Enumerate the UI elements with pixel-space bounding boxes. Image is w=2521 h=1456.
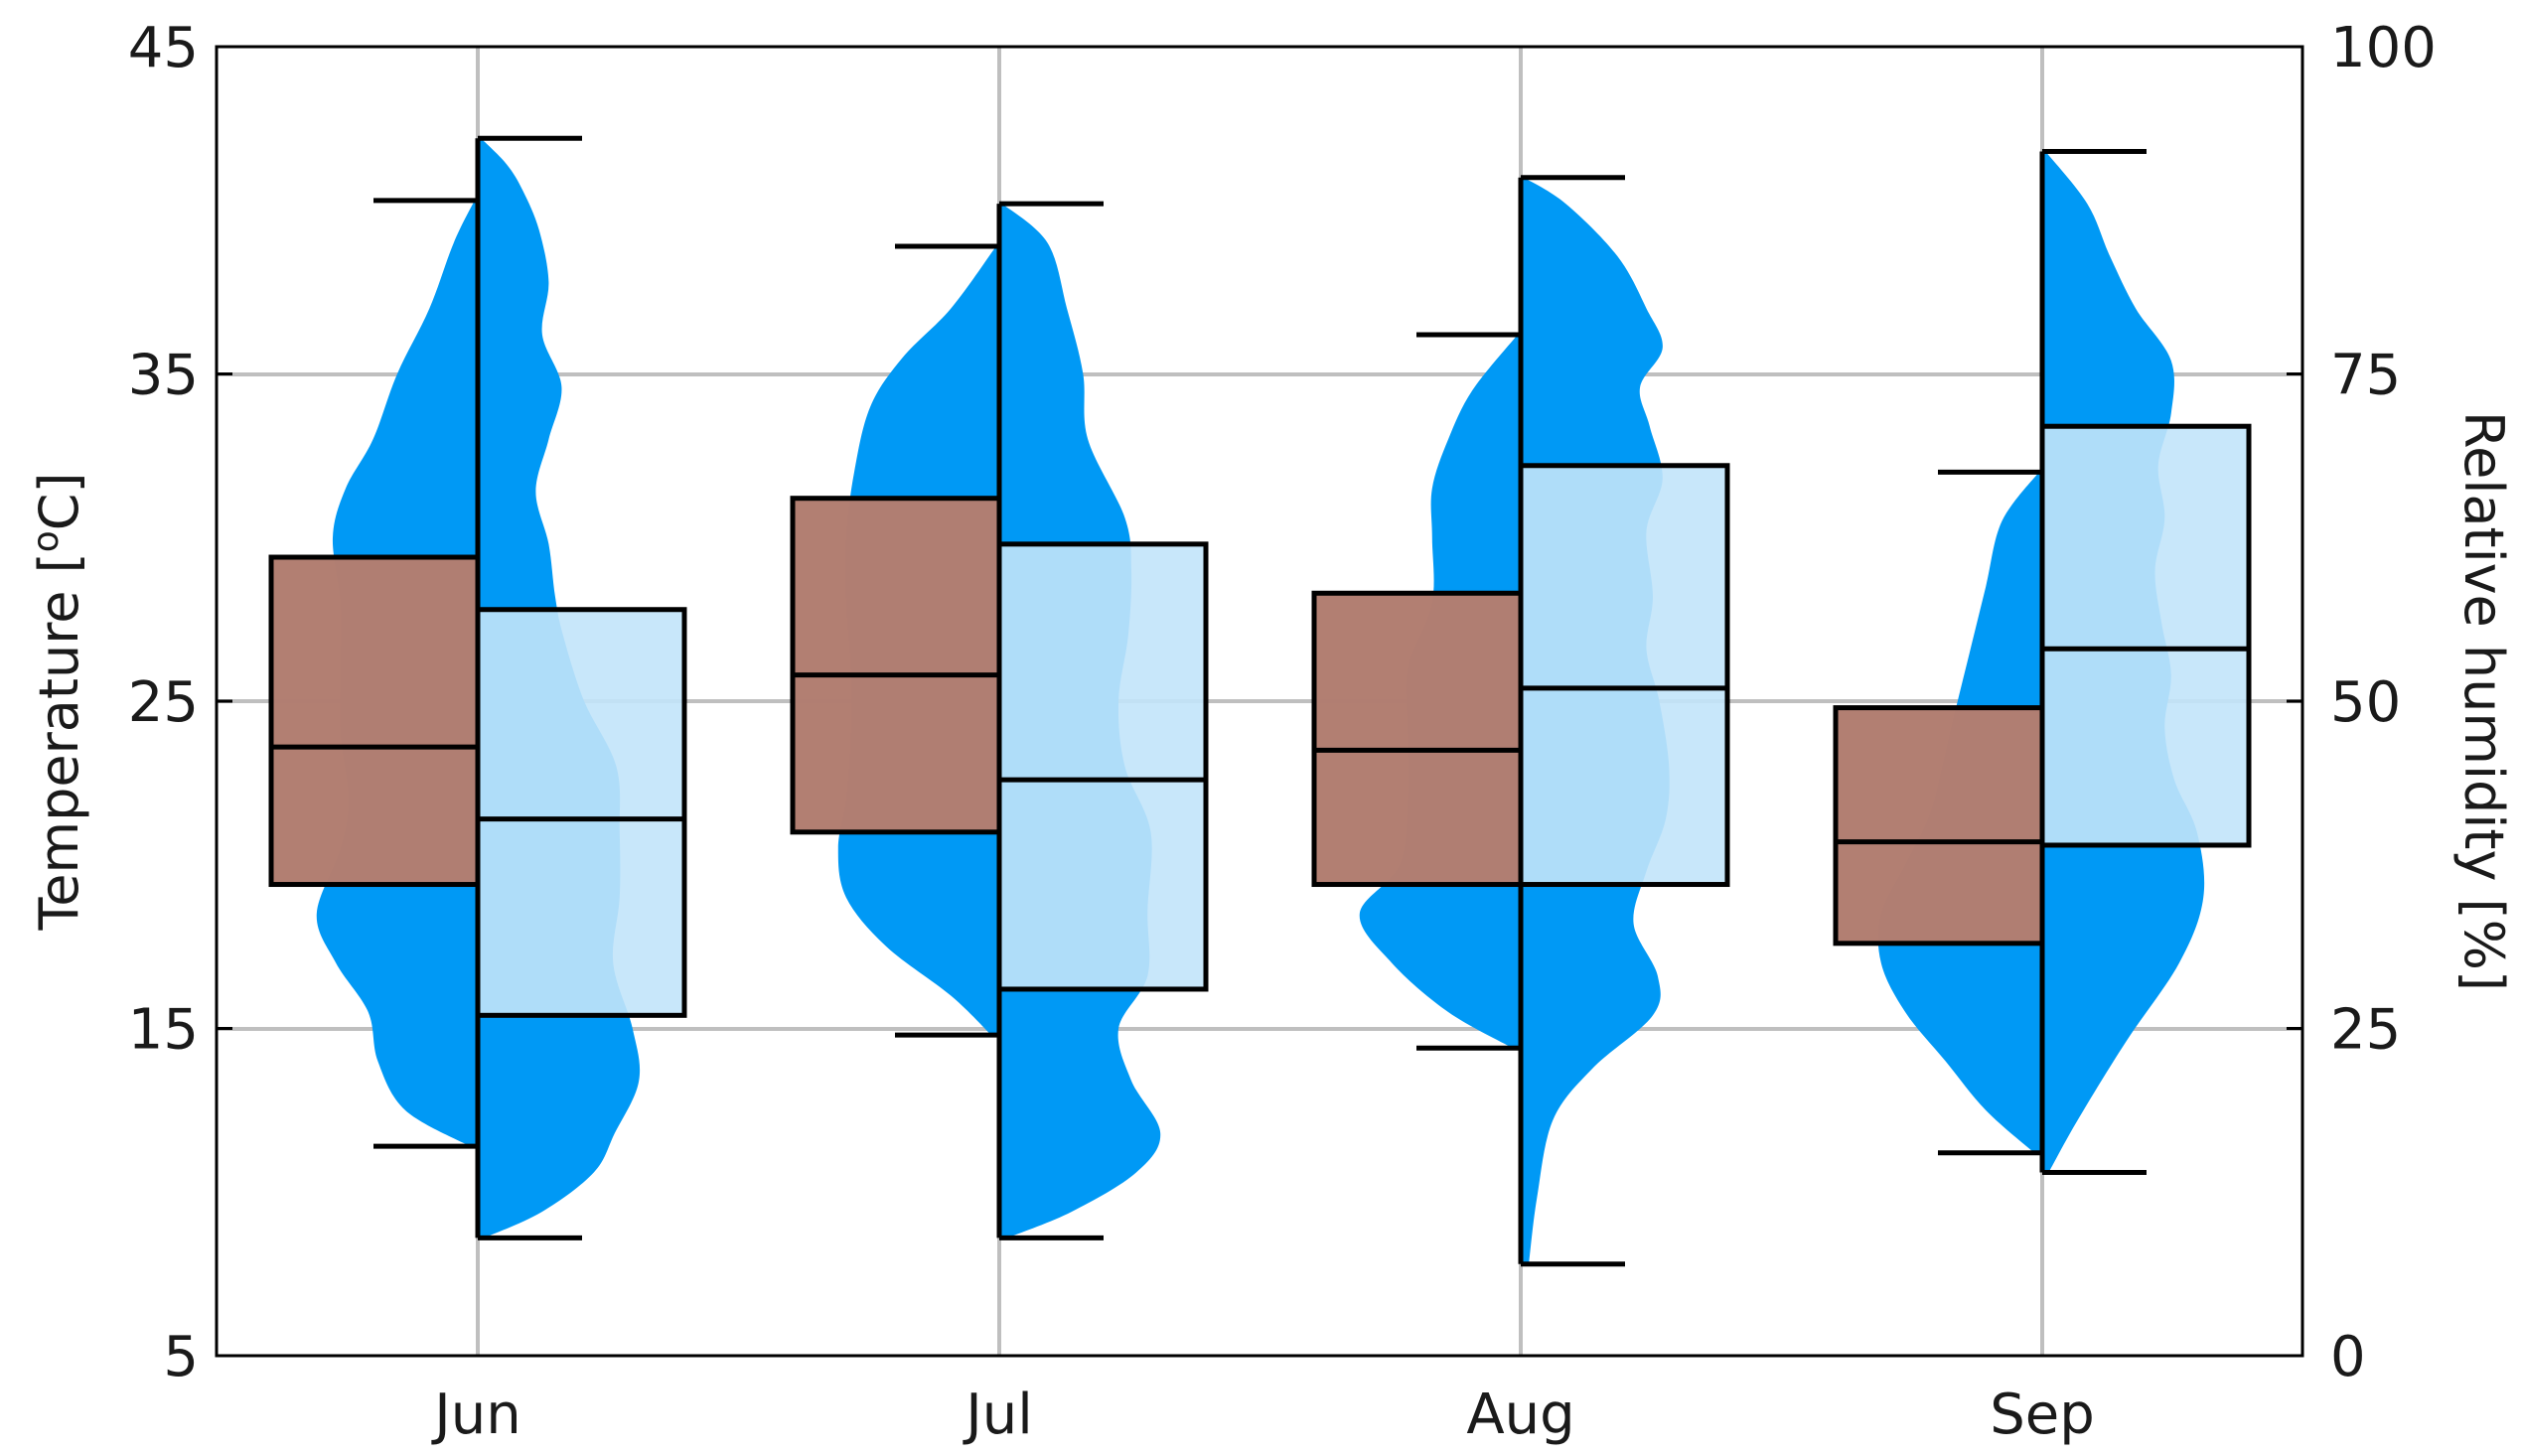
right-tick-label: 100 [2330,16,2437,80]
right-tick-label: 0 [2330,1325,2366,1389]
right-axis-title: Relative humidity [%] [2452,411,2515,991]
right-tick-label: 50 [2330,670,2401,735]
left-tick-label: 25 [128,670,199,735]
x-tick-label: Sep [1990,1383,2095,1447]
humidity-box [1518,463,1730,888]
left-tick-label: 5 [163,1325,199,1389]
boxes [268,135,2252,1267]
x-tick-label: Aug [1466,1383,1574,1447]
left-tick-label: 35 [128,344,199,408]
right-tick-label: 25 [2330,998,2401,1063]
axes: Jun Jul Aug Sep 5 15 25 35 45 0 25 50 75 100 [128,16,2437,1447]
left-tick-label: 15 [128,998,199,1063]
temperature-box [790,496,1002,835]
x-tick-label: Jun [431,1383,521,1447]
temperature-box [1833,705,2045,946]
temperature-box [268,554,481,888]
humidity-box [996,541,1209,992]
x-tick-label: Jul [963,1383,1033,1447]
left-axis-title: Temperature [oC] [26,472,91,931]
left-tick-label: 45 [128,16,199,80]
humidity-box [2039,423,2252,848]
temperature-box [1311,590,1524,888]
right-tick-label: 75 [2330,344,2401,408]
humidity-box [475,607,687,1018]
